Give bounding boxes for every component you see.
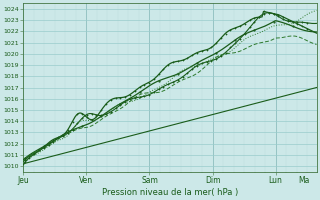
Text: Ma: Ma [298,176,310,185]
X-axis label: Pression niveau de la mer( hPa ): Pression niveau de la mer( hPa ) [102,188,238,197]
